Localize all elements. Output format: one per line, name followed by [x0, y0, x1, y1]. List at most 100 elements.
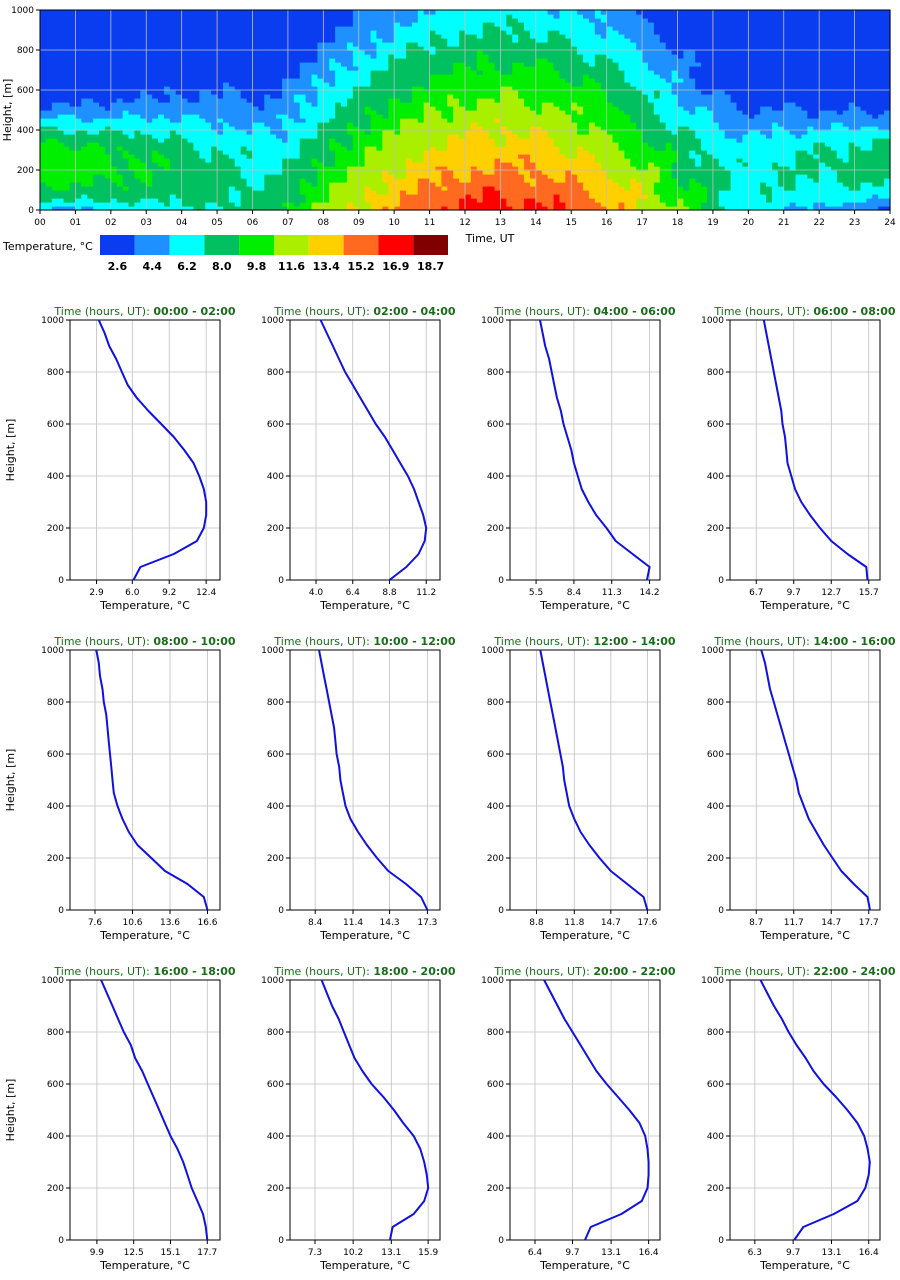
heatmap-cell	[400, 66, 407, 71]
heatmap-cell	[299, 46, 307, 51]
heatmap-cell	[270, 110, 277, 115]
heatmap-cell	[518, 42, 525, 47]
heatmap-cell	[588, 90, 596, 95]
heatmap-cell	[565, 138, 572, 143]
heatmap-cell	[352, 174, 360, 179]
heatmap-cell	[140, 174, 147, 179]
heatmap-cell	[110, 22, 118, 27]
heatmap-cell	[323, 70, 330, 75]
heatmap-cell	[299, 106, 307, 111]
heatmap-cell	[287, 158, 295, 163]
heatmap-cell	[494, 178, 502, 183]
heatmap-cell	[411, 42, 419, 47]
heatmap-cell	[199, 34, 206, 39]
heatmap-cell	[181, 134, 189, 139]
heatmap-cell	[535, 146, 543, 151]
heatmap-cell	[364, 18, 372, 23]
heatmap-cell	[535, 158, 543, 163]
heatmap-cell	[547, 166, 555, 171]
heatmap-cell	[329, 174, 336, 179]
heatmap-cell	[87, 50, 94, 55]
heatmap-cell	[51, 178, 59, 183]
heatmap-cell	[287, 202, 295, 207]
heatmap-cell	[524, 170, 531, 175]
heatmap-cell	[211, 146, 218, 151]
heatmap-cell	[612, 186, 620, 191]
heatmap-cell	[423, 38, 431, 43]
heatmap-cell	[535, 110, 543, 115]
heatmap-cell	[264, 162, 271, 167]
heatmap-cell	[364, 178, 372, 183]
heatmap-cell	[606, 58, 614, 63]
heatmap-cell	[93, 90, 100, 95]
heatmap-cell	[488, 206, 496, 211]
heatmap-cell	[405, 198, 413, 203]
heatmap-cell	[140, 158, 147, 163]
heatmap-cell	[122, 134, 130, 139]
heatmap-cell	[382, 178, 389, 183]
heatmap-cell	[329, 166, 336, 171]
heatmap-cell	[329, 58, 336, 63]
heatmap-cell	[346, 138, 354, 143]
heatmap-cell	[476, 66, 484, 71]
heatmap-cell	[228, 82, 236, 87]
heatmap-cell	[152, 130, 159, 135]
heatmap-cell	[282, 42, 289, 47]
heatmap-cell	[618, 70, 625, 75]
heatmap-cell	[234, 118, 242, 123]
heatmap-cell	[476, 22, 484, 27]
heatmap-cell	[346, 86, 354, 91]
heatmap-cell	[140, 30, 147, 35]
heatmap-cell	[122, 182, 130, 187]
heatmap-cell	[287, 22, 295, 27]
heatmap-cell	[169, 178, 177, 183]
heatmap-cell	[577, 122, 584, 127]
heatmap-cell	[134, 118, 141, 123]
heatmap-cell	[305, 14, 313, 19]
heatmap-cell	[583, 66, 590, 71]
heatmap-cell	[240, 42, 248, 47]
heatmap-cell	[388, 186, 395, 191]
heatmap-cell	[341, 202, 348, 207]
heatmap-cell	[252, 94, 259, 99]
heatmap-cell	[417, 26, 425, 31]
heatmap-cell	[488, 158, 496, 163]
heatmap-cell	[583, 74, 590, 79]
heatmap-cell	[346, 186, 354, 191]
heatmap-cell	[423, 22, 431, 27]
heatmap-cell	[417, 190, 425, 195]
heatmap-cell	[376, 70, 383, 75]
heatmap-cell	[193, 62, 200, 67]
heatmap-cell	[447, 102, 454, 107]
heatmap-cell	[571, 138, 578, 143]
heatmap-cell	[252, 90, 259, 95]
heatmap-cell	[317, 90, 324, 95]
heatmap-cell	[293, 18, 301, 23]
heatmap-cell	[45, 162, 53, 167]
heatmap-cell	[258, 42, 265, 47]
heatmap-cell	[205, 198, 212, 203]
heatmap-cell	[57, 118, 65, 123]
heatmap-cell	[583, 26, 590, 31]
heatmap-cell	[240, 182, 248, 187]
heatmap-cell	[624, 194, 631, 199]
heatmap-cell	[57, 26, 65, 31]
heatmap-cell	[134, 158, 141, 163]
heatmap-cell	[270, 102, 277, 107]
heatmap-cell	[75, 14, 82, 19]
heatmap-cell	[470, 82, 478, 87]
heatmap-cell	[541, 166, 549, 171]
heatmap-cell	[524, 54, 531, 59]
heatmap-cell	[606, 26, 614, 31]
heatmap-cell	[376, 42, 383, 47]
heatmap-cell	[429, 178, 437, 183]
heatmap-cell	[116, 162, 124, 167]
heatmap-cell	[394, 150, 401, 155]
heatmap-cell	[329, 138, 336, 143]
heatmap-cell	[341, 146, 348, 151]
heatmap-cell	[128, 166, 136, 171]
heatmap-cell	[577, 34, 584, 39]
heatmap-cell	[547, 94, 555, 99]
heatmap-cell	[193, 202, 200, 207]
